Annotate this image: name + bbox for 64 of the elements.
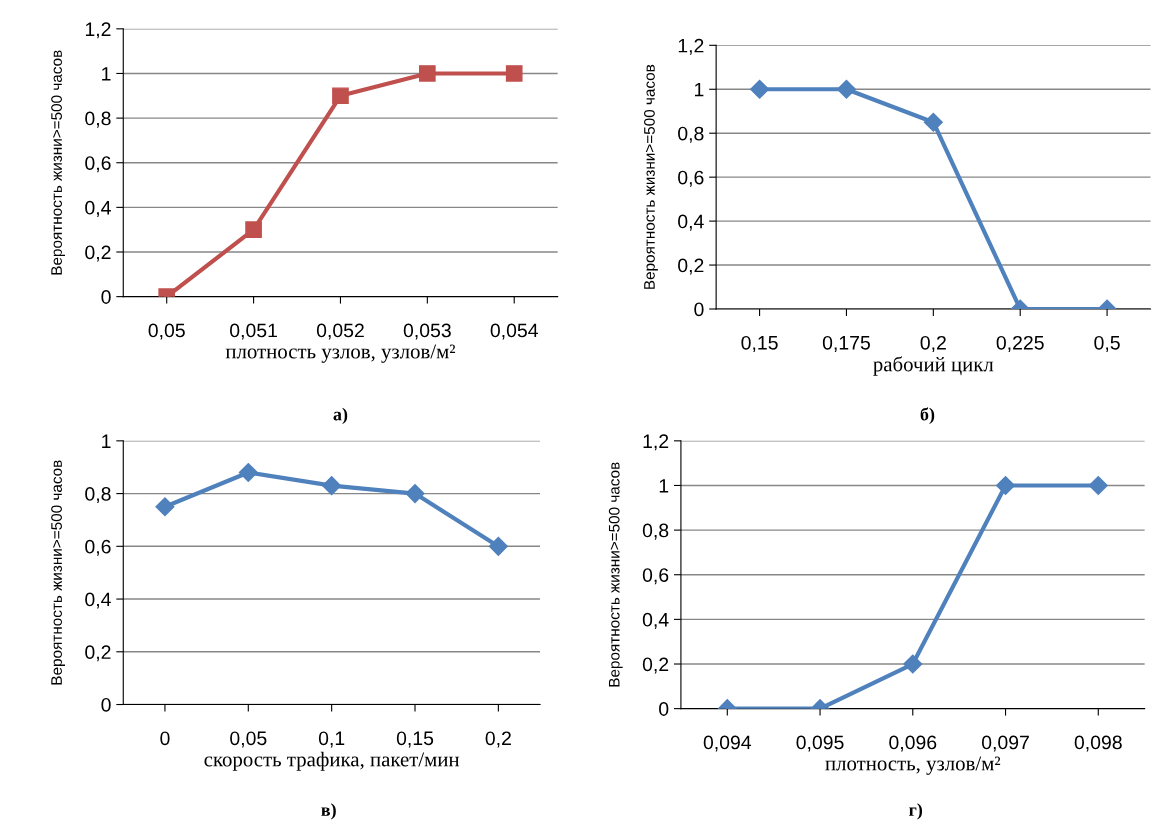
y-axis-title: Вероятность жизни>=500 часов [51, 460, 65, 685]
y-tick-label: 0 [694, 302, 704, 317]
y-axis-title: Вероятность жизни>=500 часов [608, 462, 623, 687]
point [405, 484, 425, 504]
x-tick-label: 0,2 [920, 335, 946, 352]
y-axis-title: Вероятность жизни>=500 часов [644, 64, 658, 289]
y-tick-label: 0,4 [642, 612, 669, 629]
x-tick-label: 0,054 [490, 323, 538, 340]
y-tick-label: 0 [101, 697, 111, 712]
y-axis-title: Вероятность жизни>=500 часов [51, 50, 65, 275]
y-tick-label: 0,6 [678, 170, 704, 187]
y-tick-label: 0,6 [642, 568, 669, 585]
x-tick-label: 0,1 [318, 731, 345, 748]
y-tick-label: 0,8 [642, 523, 669, 540]
x-tick-label: 0,097 [981, 735, 1029, 752]
y-tick-label: 1 [102, 434, 111, 448]
x-tick-label: 0,5 [1094, 335, 1120, 352]
y-tick-label: 1,2 [643, 434, 669, 451]
x-tick-label: 0,175 [822, 335, 870, 352]
x-tick-label: 0,05 [148, 323, 185, 340]
y-tick-label: 0 [659, 702, 669, 716]
text: в) [321, 803, 336, 820]
x-axis-title: скорость трафика, пакет/мин [204, 751, 460, 771]
x-tick-label: 0,225 [996, 335, 1044, 352]
y-tick-label: 0,4 [678, 214, 704, 231]
text: г) [909, 803, 923, 820]
y-tick-label: 0,4 [85, 592, 111, 609]
y-tick-label: 0,6 [85, 156, 111, 173]
y-tick-label: 1 [102, 67, 111, 81]
x-tick-label: 0,15 [396, 731, 434, 748]
x-tick-label: 0,2 [485, 731, 511, 748]
text: а) [333, 407, 348, 425]
y-tick-label: 1 [659, 479, 669, 493]
x-tick-label: 0,052 [316, 323, 364, 340]
y-tick-label: 0,8 [678, 126, 704, 143]
y-tick-label: 0,2 [85, 245, 111, 262]
x-tick-label: 0,095 [796, 735, 844, 752]
x-tick-label: 0,05 [230, 731, 267, 748]
y-tick-label: 1,2 [678, 38, 704, 55]
y-tick-label: 0,2 [85, 645, 111, 662]
point [238, 462, 258, 483]
y-tick-label: 0,4 [85, 200, 111, 217]
y-tick-label: 0,8 [85, 111, 111, 128]
y-tick-label: 1,2 [85, 22, 111, 39]
point [488, 536, 508, 556]
y-tick-label: 0,8 [85, 487, 111, 504]
text: б) [920, 407, 935, 425]
y-tick-label: 0,6 [85, 539, 111, 556]
x-axis-title: плотность узлов, узлов/м² [225, 344, 456, 363]
y-tick-label: 0 [101, 290, 111, 304]
x-tick-label: 0,15 [741, 335, 778, 352]
x-tick-label: 0,096 [889, 735, 937, 752]
y-tick-label: 0,2 [642, 657, 669, 674]
point [322, 476, 342, 496]
x-tick-label: 0 [160, 731, 170, 746]
x-axis-title: рабочий цикл [873, 356, 994, 376]
x-tick-label: 0,094 [703, 735, 752, 752]
x-tick-label: 0,053 [403, 323, 451, 340]
x-axis-title: плотность, узлов/м² [825, 756, 1001, 775]
point [155, 497, 175, 517]
x-tick-label: 0,098 [1074, 735, 1122, 752]
y-tick-label: 1 [695, 82, 704, 97]
x-tick-label: 0,051 [230, 323, 277, 340]
y-tick-label: 0,2 [678, 258, 704, 275]
